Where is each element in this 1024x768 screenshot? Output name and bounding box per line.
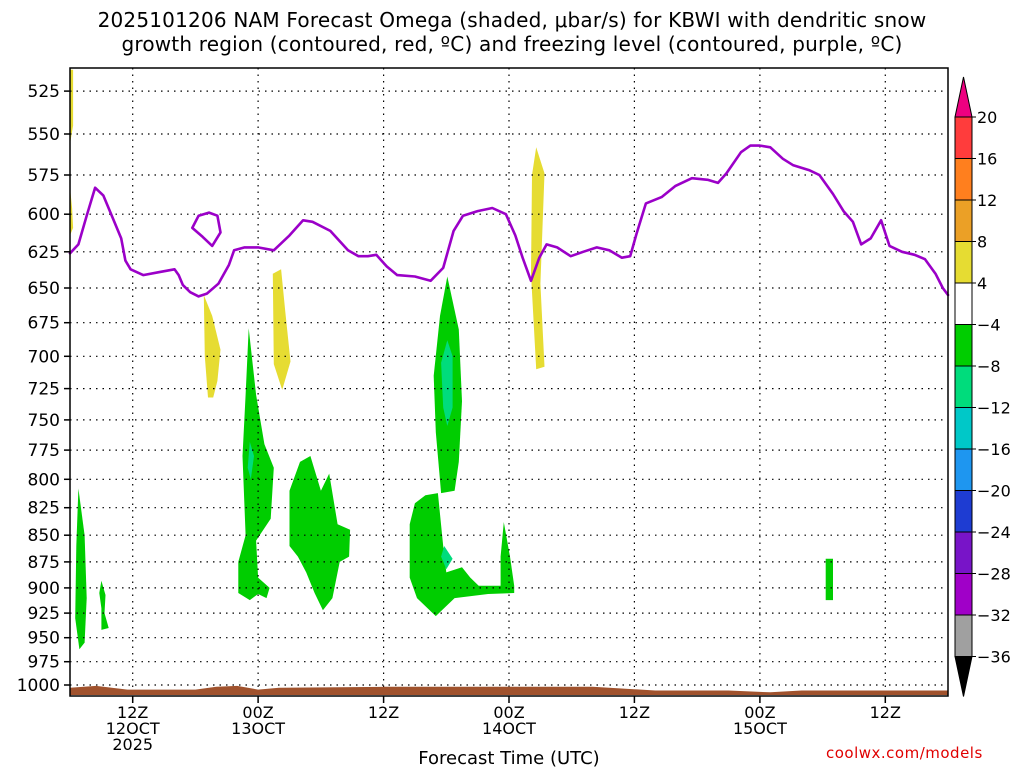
y-axis: 525 550 575 600 625 650 675 700 725 750 775 800 825 8…	[17, 82, 70, 696]
omega-region-15	[441, 546, 453, 570]
colorbar-label: −24	[977, 523, 1011, 542]
y-tick-label: 575	[28, 166, 60, 186]
x-tick-label: 12Z	[619, 703, 650, 722]
y-tick-label: 825	[28, 499, 60, 519]
x-tick-label: 2025	[112, 735, 153, 754]
y-tick-label: 925	[28, 604, 60, 624]
y-tick-label: 750	[28, 411, 60, 431]
y-tick-label: 800	[28, 470, 60, 490]
y-tick-label: 625	[28, 243, 60, 263]
omega-region-5	[75, 488, 87, 650]
y-tick-label: 650	[28, 279, 60, 299]
colorbar-segment	[954, 407, 973, 450]
y-tick-label: 600	[28, 205, 60, 225]
colorbar-segment	[954, 324, 973, 367]
colorbar-label: 16	[977, 150, 997, 169]
y-tick-label: 975	[28, 653, 60, 673]
y-tick-label: 525	[28, 82, 60, 102]
grid-lines	[70, 68, 948, 696]
colorbar-label: −16	[977, 440, 1011, 459]
colorbar-label: −20	[977, 482, 1011, 501]
y-tick-label: 1000	[17, 676, 60, 696]
colorbar-segment	[954, 116, 973, 159]
colorbar-segment	[954, 573, 973, 616]
x-axis-title: Forecast Time (UTC)	[418, 748, 599, 768]
x-tick-label: 00Z	[744, 703, 775, 722]
colorbar-label: 12	[977, 191, 997, 210]
colorbar-label: −36	[977, 648, 1011, 667]
x-tick-label: 00Z	[493, 703, 524, 722]
omega-region-8	[289, 456, 351, 611]
colorbar-segment	[954, 531, 973, 574]
omega-region-9	[409, 493, 515, 617]
colorbar-segment	[954, 365, 973, 408]
omega-region-11	[500, 522, 515, 593]
colorbar-label: −28	[977, 565, 1011, 584]
y-tick-label: 700	[28, 347, 60, 367]
colorbar-segment	[954, 656, 973, 697]
colorbar-label: −4	[977, 316, 1001, 335]
colorbar-label: −32	[977, 606, 1011, 625]
y-tick-label: 850	[28, 526, 60, 546]
colorbar-segment	[954, 158, 973, 201]
omega-region-3	[272, 269, 291, 390]
x-tick-label: 14OCT	[482, 719, 536, 738]
colorbar-label: 20	[977, 108, 997, 127]
freezing-level-contours	[68, 144, 950, 298]
omega-region-2	[203, 295, 221, 398]
omega-regions	[70, 69, 833, 650]
y-tick-label: 675	[28, 314, 60, 334]
omega-region-7	[238, 328, 274, 601]
colorbar-label: −8	[977, 357, 1001, 376]
colorbar: 20 16 12 8 4 −4 −8 −12 −16 −20 −24 −28 −32 −36	[954, 76, 1011, 697]
surface-terrain	[70, 685, 948, 695]
colorbar-segment	[954, 199, 973, 242]
x-tick-label: 12Z	[368, 703, 399, 722]
x-tick-label: 12Z	[117, 703, 148, 722]
chart-title: 2025101206 NAM Forecast Omega (shaded, μ…	[97, 8, 927, 56]
freezing-level-line	[68, 144, 950, 298]
x-tick-label: 13OCT	[231, 719, 285, 738]
y-tick-label: 875	[28, 553, 60, 573]
omega-region-6	[99, 580, 109, 630]
colorbar-label: 8	[977, 233, 987, 252]
colorbar-label: 4	[977, 274, 987, 293]
colorbar-segment	[954, 76, 973, 118]
y-tick-label: 775	[28, 441, 60, 461]
omega-region-14	[247, 441, 254, 480]
omega-region-13	[441, 340, 453, 426]
credit-link[interactable]: coolwx.com/models	[826, 744, 983, 762]
x-tick-label: 00Z	[242, 703, 273, 722]
y-tick-label: 725	[28, 380, 60, 400]
surface-terrain-fill	[70, 685, 948, 695]
omega-region-0	[70, 69, 74, 144]
y-tick-label: 550	[28, 125, 60, 145]
colorbar-label: −12	[977, 399, 1011, 418]
y-tick-label: 950	[28, 629, 60, 649]
omega-region-1	[70, 187, 74, 236]
colorbar-segment	[954, 241, 973, 284]
x-tick-label: 12OCT	[106, 719, 160, 738]
colorbar-segment	[954, 448, 973, 491]
x-tick-label: 15OCT	[733, 719, 787, 738]
colorbar-segment	[954, 614, 973, 657]
colorbar-segment	[954, 282, 973, 325]
colorbar-segment	[954, 490, 973, 533]
y-tick-label: 900	[28, 579, 60, 599]
x-tick-label: 12Z	[870, 703, 901, 722]
freezing-level-closed-line	[191, 211, 222, 248]
omega-region-12	[825, 558, 833, 601]
